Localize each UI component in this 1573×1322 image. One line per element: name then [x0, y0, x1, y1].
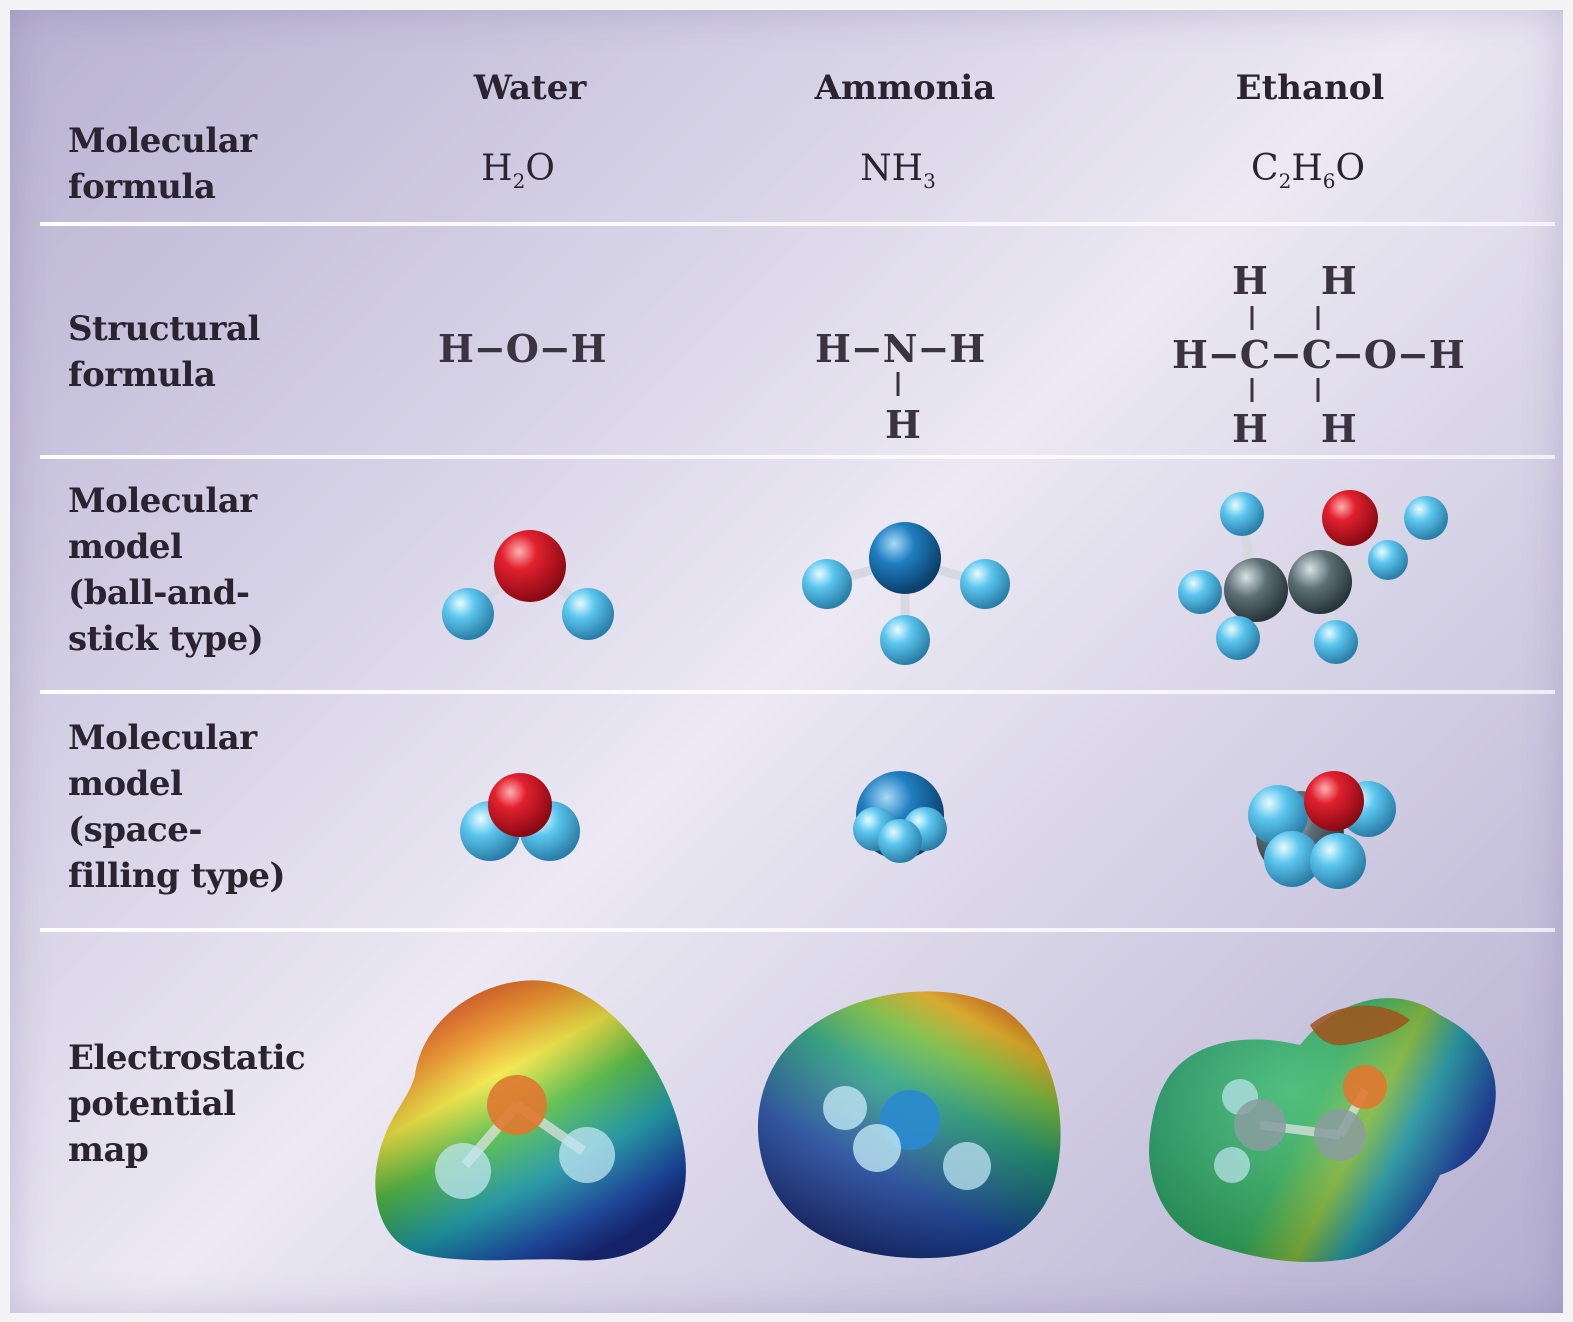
row-label-molecular-formula: Molecular formula	[68, 121, 257, 207]
ball-and-stick-ethanol	[1178, 490, 1448, 664]
row-label-structural-formula: Structural formula	[68, 309, 260, 395]
carbon-atom	[1224, 558, 1288, 622]
hydrogen-atom	[853, 1124, 901, 1172]
hydrogen-atom	[435, 1143, 491, 1199]
column-header-ammonia: Ammonia	[814, 68, 996, 108]
structural-formula-ethanol: H H H−C−C−O−H H H	[1172, 258, 1465, 451]
hydrogen-atom	[960, 559, 1010, 609]
hydrogen-atom	[1368, 540, 1408, 580]
oxygen-atom	[488, 773, 552, 837]
formula-ammonia: NH3	[738, 148, 1058, 193]
formula-part: O	[525, 148, 555, 189]
oxygen-atom	[494, 530, 566, 602]
electrostatic-map-water	[375, 980, 686, 1261]
molecule-comparison-table: Water Ammonia Ethanol Molecular formula …	[10, 10, 1563, 1313]
negative-potential-region	[1310, 1005, 1410, 1046]
space-filling-water	[460, 773, 580, 861]
space-filling-ammonia	[853, 771, 947, 863]
electrostatic-map-ammonia	[757, 991, 1061, 1259]
struct-text: H H	[1232, 406, 1357, 451]
carbon-atom	[1288, 550, 1352, 614]
formula-subscript: 3	[923, 169, 936, 194]
row-divider	[40, 222, 1555, 226]
structural-formula-water: H−O−H	[438, 326, 607, 371]
hydrogen-atom	[1214, 1147, 1250, 1183]
hydrogen-atom	[1404, 496, 1448, 540]
struct-text: H−O−H	[438, 326, 607, 371]
carbon-atom	[1314, 1109, 1366, 1161]
formula-ethanol: C2H6O	[1148, 148, 1468, 193]
hydrogen-atom	[562, 588, 614, 640]
struct-text: H−N−H	[815, 326, 985, 371]
hydrogen-atom	[1248, 785, 1308, 845]
oxygen-atom	[1343, 1065, 1387, 1109]
hydrogen-atom	[559, 1127, 615, 1183]
hydrogen-atom	[943, 1142, 991, 1190]
oxygen-atom	[1322, 490, 1378, 546]
hydrogen-atom	[1264, 831, 1320, 887]
oxygen-atom	[487, 1075, 547, 1135]
formula-part: H	[481, 148, 513, 189]
ball-and-stick-water	[442, 530, 614, 640]
formula-water: H2O	[358, 148, 678, 193]
hydrogen-atom	[823, 1086, 867, 1130]
formula-part: O	[1335, 148, 1365, 189]
formula-part: H	[1291, 148, 1323, 189]
hydrogen-atom	[1178, 570, 1222, 614]
row-label-space-filling: Molecular model (space- filling type)	[68, 718, 286, 896]
struct-text: H H	[1232, 258, 1357, 303]
row-label-electrostatic-map: Electrostatic potential map	[68, 1038, 306, 1170]
hydrogen-atom	[1220, 492, 1264, 536]
struct-text: H−C−C−O−H	[1172, 332, 1465, 377]
hydrogen-atom	[880, 615, 930, 665]
formula-subscript: 6	[1322, 169, 1336, 194]
formula-part: C	[1251, 148, 1279, 189]
space-filling-ethanol	[1248, 771, 1396, 889]
hydrogen-atom	[1216, 616, 1260, 660]
ball-and-stick-ammonia	[802, 522, 1010, 665]
hydrogen-atom	[802, 559, 852, 609]
electrostatic-map-ethanol	[1149, 998, 1496, 1263]
hydrogen-atom	[878, 819, 922, 863]
row-divider	[40, 690, 1555, 694]
row-label-ball-and-stick: Molecular model (ball-and- stick type)	[68, 481, 264, 659]
structural-formula-ammonia: H−N−H H	[815, 326, 985, 447]
hydrogen-atom	[442, 588, 494, 640]
struct-text: H	[885, 402, 921, 447]
hydrogen-atom	[1314, 620, 1358, 664]
nitrogen-atom	[869, 522, 941, 594]
row-divider	[40, 455, 1555, 459]
formula-subscript: 2	[1278, 169, 1292, 194]
formula-part: NH	[860, 148, 924, 189]
formula-subscript: 2	[512, 169, 526, 194]
oxygen-atom	[1304, 771, 1364, 831]
hydrogen-atom	[1310, 833, 1366, 889]
column-header-water: Water	[473, 68, 587, 108]
column-header-ethanol: Ethanol	[1235, 68, 1385, 108]
carbon-atom	[1234, 1099, 1286, 1151]
row-divider	[40, 928, 1555, 932]
